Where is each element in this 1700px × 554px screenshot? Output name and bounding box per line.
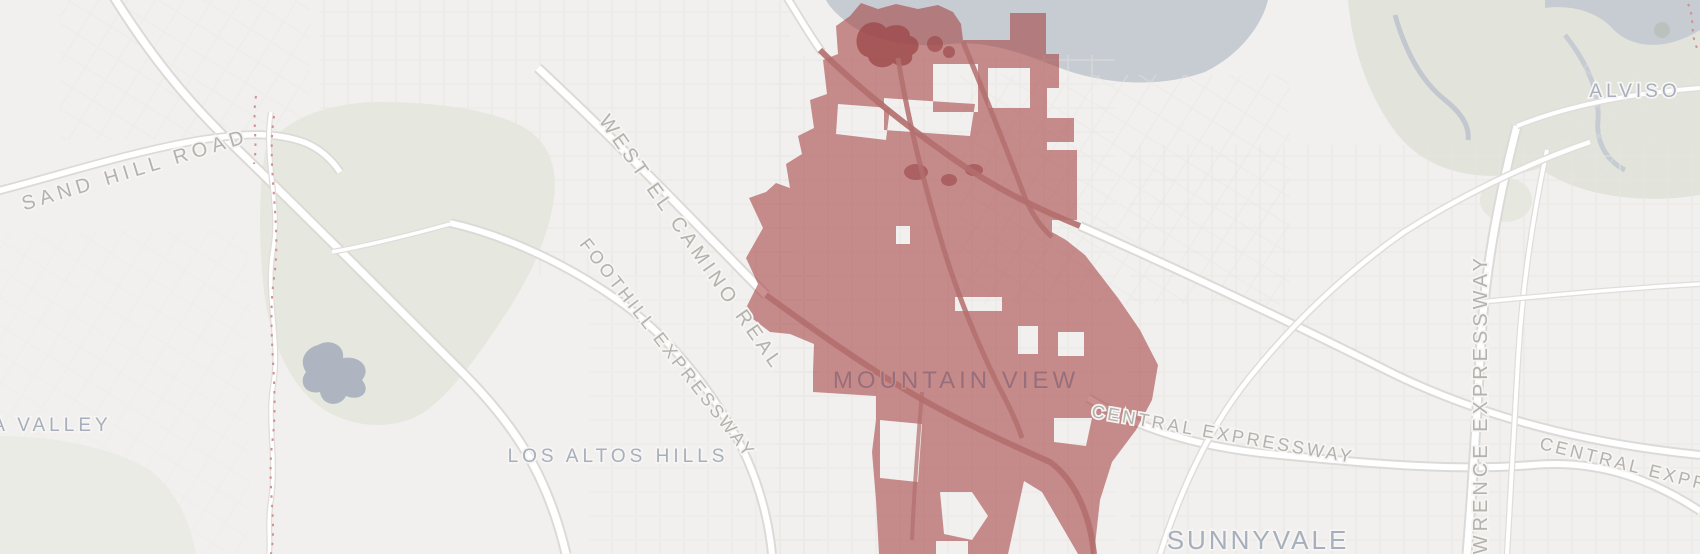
road-el-camino — [535, 65, 769, 298]
city-label-los-altos-hills: LOS ALTOS HILLS — [508, 446, 729, 467]
trail-dotted-west — [269, 115, 278, 554]
overlay-road-grant — [910, 391, 924, 541]
road-101-stub — [785, 0, 825, 54]
city-label-mountain-view: MOUNTAIN VIEW — [833, 367, 1079, 394]
road-sunnyvale-diagonal — [1157, 139, 1591, 554]
road-northeast — [1516, 86, 1700, 128]
road-east-horizontal — [1480, 282, 1700, 304]
overlay-road-moffett — [960, 41, 1054, 239]
road-label-lawrence-expressway: LAWRENCE EXPRESSWAY — [1470, 254, 1492, 554]
alviso-pond — [1654, 22, 1670, 38]
road-i280 — [111, 0, 570, 554]
road-junction-connector — [331, 222, 451, 254]
city-label-sunnyvale: SUNNYVALE — [1167, 525, 1350, 554]
park-southwest-corner — [0, 436, 196, 554]
city-label-alviso: ALVISO — [1589, 81, 1680, 102]
road-route237 — [1078, 223, 1700, 458]
city-label-a-valley: A VALLEY — [0, 415, 112, 436]
road-sand-hill — [0, 131, 343, 194]
overlay-tree-dot-2 — [943, 46, 955, 58]
overlay-road-shoreline — [895, 57, 1025, 439]
road-foothill — [449, 220, 775, 554]
overlay-tree-patch-2 — [941, 174, 957, 186]
overlay-road-central-corridor — [817, 47, 1082, 229]
overlay-road-el-camino — [764, 292, 1097, 554]
road-park-lane — [267, 111, 277, 554]
road-central-expressway — [1086, 395, 1700, 514]
road-lawrence-frontage — [1505, 149, 1549, 554]
slough-channel — [1392, 14, 1471, 141]
overlay-tree-dot-1 — [927, 36, 943, 52]
overlay-tree-blob — [856, 22, 919, 68]
road-lawrence — [1463, 125, 1521, 554]
street-texture-alviso — [1560, 55, 1700, 185]
lake-felt — [302, 342, 366, 404]
